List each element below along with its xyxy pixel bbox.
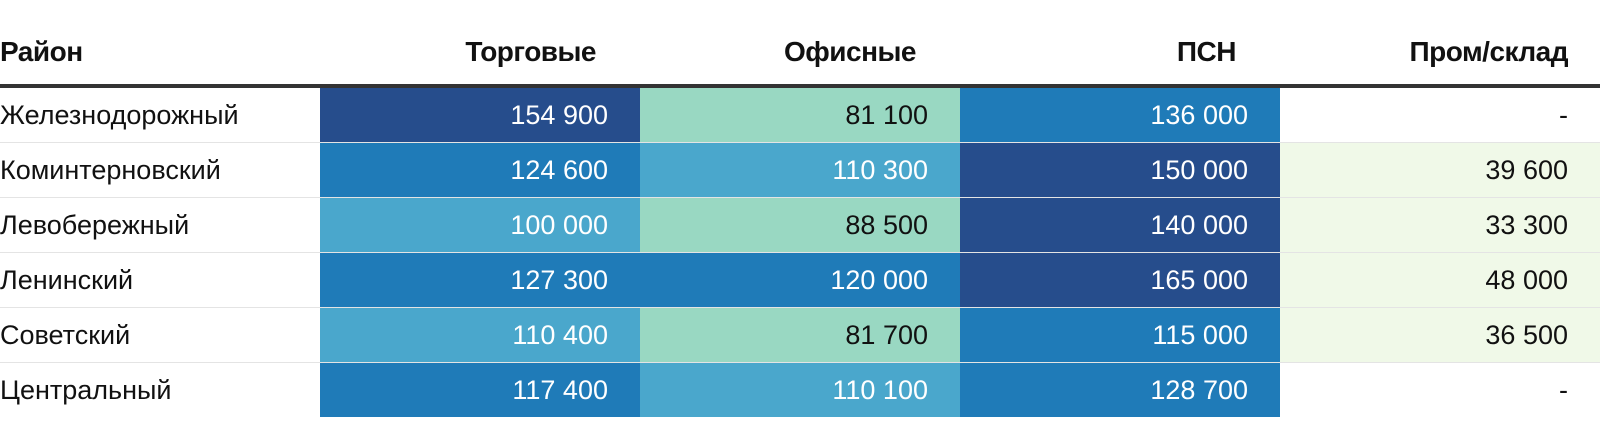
price-table: Район Торговые Офисные ПСН Пром/склад Же…: [0, 0, 1600, 417]
retail-cell: 154 900: [320, 88, 640, 142]
industrial-cell: 33 300: [1280, 198, 1600, 252]
retail-cell: 127 300: [320, 253, 640, 307]
table-header: Район Торговые Офисные ПСН Пром/склад: [0, 0, 1600, 88]
retail-cell: 110 400: [320, 308, 640, 362]
district-cell: Левобережный: [0, 209, 190, 240]
header-psn: ПСН: [1176, 36, 1237, 67]
table-row: Ленинский 127 300 120 000 165 000 48 000: [0, 253, 1600, 308]
psn-cell: 140 000: [960, 198, 1280, 252]
psn-cell: 128 700: [960, 363, 1280, 417]
psn-cell: 150 000: [960, 143, 1280, 197]
header-district: Район: [0, 36, 83, 67]
district-cell: Советский: [0, 319, 131, 350]
office-cell: 110 100: [640, 363, 960, 417]
industrial-cell: 48 000: [1280, 253, 1600, 307]
header-retail: Торговые: [465, 36, 596, 67]
retail-cell: 117 400: [320, 363, 640, 417]
psn-cell: 165 000: [960, 253, 1280, 307]
table-row: Центральный 117 400 110 100 128 700 -: [0, 363, 1600, 417]
office-cell: 110 300: [640, 143, 960, 197]
table-row: Коминтерновский 124 600 110 300 150 000 …: [0, 143, 1600, 198]
district-cell: Ленинский: [0, 264, 134, 295]
table-row: Железнодорожный 154 900 81 100 136 000 -: [0, 88, 1600, 143]
psn-cell: 115 000: [960, 308, 1280, 362]
table-row: Советский 110 400 81 700 115 000 36 500: [0, 308, 1600, 363]
industrial-cell: -: [1559, 374, 1568, 405]
office-cell: 81 700: [640, 308, 960, 362]
office-cell: 88 500: [640, 198, 960, 252]
industrial-cell: 36 500: [1280, 308, 1600, 362]
office-cell: 81 100: [640, 88, 960, 142]
retail-cell: 124 600: [320, 143, 640, 197]
table-row: Левобережный 100 000 88 500 140 000 33 3…: [0, 198, 1600, 253]
header-industrial: Пром/склад: [1409, 36, 1568, 67]
industrial-cell: -: [1559, 99, 1568, 130]
header-office: Офисные: [784, 36, 916, 67]
psn-cell: 136 000: [960, 88, 1280, 142]
retail-cell: 100 000: [320, 198, 640, 252]
office-cell: 120 000: [640, 253, 960, 307]
district-cell: Коминтерновский: [0, 154, 221, 185]
industrial-cell: 39 600: [1280, 143, 1600, 197]
district-cell: Железнодорожный: [0, 99, 239, 130]
district-cell: Центральный: [0, 374, 172, 405]
